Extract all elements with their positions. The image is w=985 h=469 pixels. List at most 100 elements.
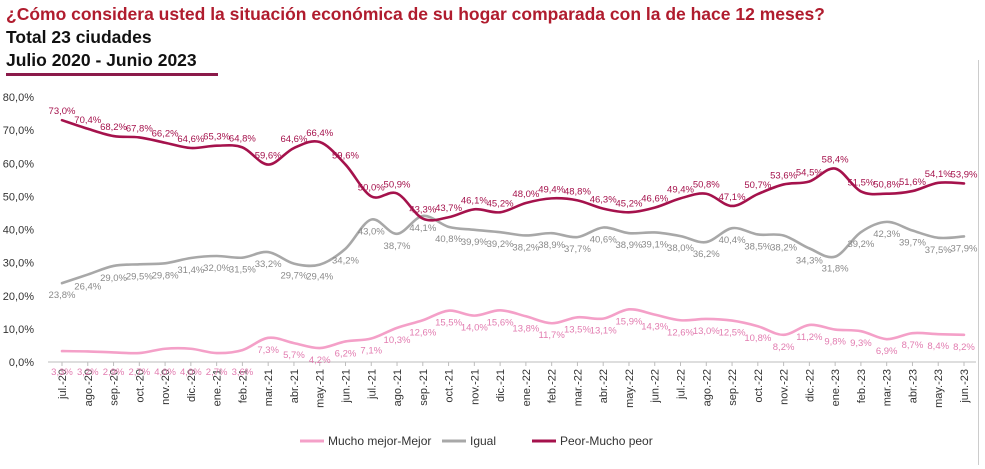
data-label: 6,2% — [335, 348, 357, 359]
data-label: 40,8% — [435, 234, 462, 245]
data-label: 54,1% — [925, 169, 952, 180]
data-label: 29,7% — [280, 271, 307, 282]
data-label: 29,5% — [126, 271, 153, 282]
x-tick-label: dic.-20 — [186, 369, 198, 402]
data-label: 44,1% — [409, 223, 436, 234]
data-label: 59,6% — [332, 151, 359, 162]
x-tick-label: dic.-22 — [804, 369, 816, 402]
data-label: 37,5% — [925, 245, 952, 256]
chart-period: Julio 2020 - Junio 2023 — [6, 50, 197, 70]
data-label: 53,6% — [770, 170, 797, 181]
data-label: 29,4% — [306, 272, 333, 283]
series-line-igual — [60, 214, 966, 285]
x-tick-label: may.-22 — [624, 369, 636, 408]
data-label: 70,4% — [74, 115, 101, 126]
data-label: 34,2% — [332, 256, 359, 267]
data-label: 64,8% — [229, 133, 256, 144]
data-label: 39,2% — [487, 239, 514, 250]
data-label: 50,7% — [744, 180, 771, 191]
data-label: 32,0% — [203, 263, 230, 274]
data-label: 64,6% — [177, 134, 204, 145]
y-tick-label: 40,0% — [3, 225, 34, 237]
y-tick-label: 30,0% — [3, 258, 34, 270]
data-label: 51,5% — [847, 177, 874, 188]
data-label: 43,0% — [358, 227, 385, 238]
x-tick-label: jun.-23 — [959, 369, 971, 404]
data-label: 45,2% — [616, 198, 643, 209]
data-label: 54,5% — [796, 167, 823, 178]
data-label: 38,0% — [667, 243, 694, 254]
legend-label: Peor-Mucho peor — [560, 434, 653, 448]
data-label: 26,4% — [74, 282, 101, 293]
data-label: 39,1% — [641, 239, 668, 250]
data-label: 4,0% — [154, 367, 176, 378]
data-label: 38,2% — [512, 242, 539, 253]
x-tick-label: ene.-21 — [212, 369, 224, 406]
data-label: 3,6% — [232, 367, 254, 378]
data-label: 46,3% — [590, 195, 617, 206]
data-label: 51,6% — [899, 177, 926, 188]
data-label: 49,4% — [538, 184, 565, 195]
x-tick-label: ene.-23 — [830, 369, 842, 406]
data-label: 43,3% — [409, 205, 436, 216]
data-label: 66,4% — [306, 128, 333, 139]
data-label: 7,3% — [257, 345, 279, 356]
data-label: 39,7% — [899, 237, 926, 248]
data-label: 2,9% — [103, 367, 125, 378]
data-label: 14,3% — [641, 322, 668, 333]
data-label: 49,4% — [667, 184, 694, 195]
x-tick-label: mar.-21 — [263, 369, 275, 406]
data-label: 31,8% — [822, 264, 849, 275]
data-label: 42,3% — [873, 229, 900, 240]
x-tick-label: jul.-22 — [676, 369, 688, 400]
data-label: 53,9% — [951, 169, 978, 180]
data-label: 13,1% — [590, 326, 617, 337]
data-label: 48,0% — [512, 189, 539, 200]
y-tick-label: 70,0% — [3, 125, 34, 137]
data-label: 46,6% — [641, 194, 668, 205]
data-label: 64,6% — [280, 134, 307, 145]
x-tick-label: feb.-23 — [856, 369, 868, 403]
y-tick-label: 80,0% — [3, 92, 34, 104]
x-tick-label: abr.-22 — [598, 369, 610, 403]
data-label: 59,6% — [255, 151, 282, 162]
right-border-line — [978, 60, 979, 465]
data-label: 73,0% — [49, 106, 76, 117]
data-label: 33,2% — [255, 259, 282, 270]
data-label: 11,2% — [796, 332, 823, 343]
data-label: 50,8% — [873, 180, 900, 191]
data-label: 45,2% — [487, 198, 514, 209]
x-tick-label: ago.-20 — [83, 369, 95, 406]
data-label: 43,7% — [435, 203, 462, 214]
data-label: 50,9% — [384, 179, 411, 190]
x-tick-label: may.-21 — [315, 369, 327, 408]
data-label: 68,2% — [100, 122, 127, 133]
data-label: 40,4% — [719, 235, 746, 246]
data-label: 6,9% — [876, 346, 898, 357]
x-tick-label: nov.-20 — [160, 369, 172, 405]
data-label: 46,1% — [461, 195, 488, 206]
data-label: 2,7% — [206, 367, 228, 378]
data-label: 15,5% — [435, 318, 462, 329]
x-tick-label: ene.-22 — [521, 369, 533, 406]
x-tick-label: ago.-22 — [701, 369, 713, 406]
data-label: 5,7% — [283, 350, 305, 361]
x-tick-label: nov.-21 — [469, 369, 481, 405]
legend-label: Mucho mejor-Mejor — [328, 434, 431, 448]
data-label: 39,9% — [461, 237, 488, 248]
data-label: 37,7% — [564, 244, 591, 255]
x-tick-label: feb.-21 — [237, 369, 249, 403]
data-label: 50,0% — [358, 182, 385, 193]
data-label: 10,8% — [744, 333, 771, 344]
data-label: 11,7% — [539, 330, 566, 341]
x-tick-label: jul.-21 — [366, 369, 378, 400]
data-label: 7,1% — [360, 345, 382, 356]
x-tick-label: jul.-20 — [57, 369, 69, 400]
x-tick-label: jun.-22 — [650, 369, 662, 404]
data-label: 38,9% — [538, 240, 565, 251]
data-label: 3,2% — [77, 367, 99, 378]
data-label: 13,5% — [564, 324, 591, 335]
x-tick-label: may.-23 — [933, 369, 945, 408]
data-label: 58,4% — [822, 155, 849, 166]
